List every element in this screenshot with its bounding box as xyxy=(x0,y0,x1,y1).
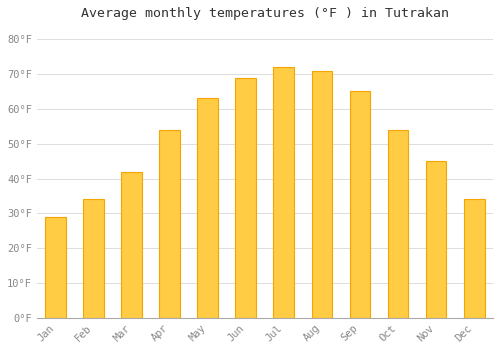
Bar xyxy=(464,199,484,318)
Bar xyxy=(388,130,408,318)
Bar xyxy=(350,91,370,318)
Bar xyxy=(160,130,180,318)
Bar xyxy=(312,71,332,318)
Bar xyxy=(236,78,256,318)
Bar xyxy=(46,217,66,318)
Bar xyxy=(274,67,294,318)
Bar xyxy=(84,199,104,318)
Bar xyxy=(426,161,446,318)
Title: Average monthly temperatures (°F ) in Tutrakan: Average monthly temperatures (°F ) in Tu… xyxy=(81,7,449,20)
Bar xyxy=(198,98,218,318)
Bar xyxy=(122,172,142,318)
